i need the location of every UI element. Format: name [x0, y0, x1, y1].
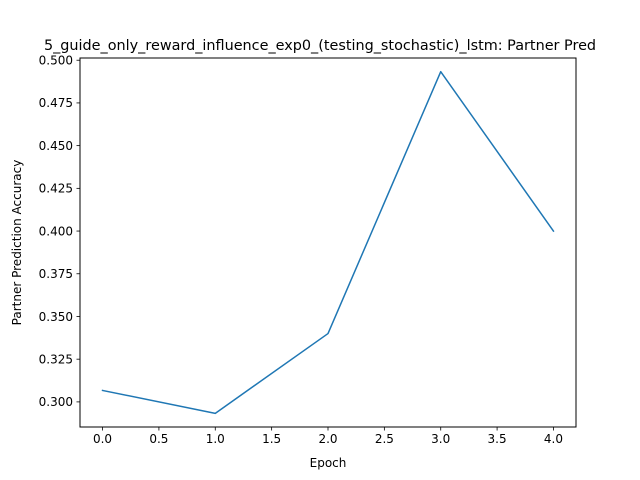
x-tick-label: 2.5 [375, 432, 394, 446]
x-tick-label: 2.0 [318, 432, 337, 446]
y-tick-label: 0.450 [39, 139, 73, 153]
y-tick-label: 0.425 [39, 182, 73, 196]
x-tick-label: 3.5 [488, 432, 507, 446]
x-tick-label: 1.0 [206, 432, 225, 446]
x-tick-label: 0.5 [149, 432, 168, 446]
x-axis: 0.0 0.5 1.0 1.5 2.0 2.5 3.0 3.5 4.0 [93, 427, 563, 446]
x-tick-label: 4.0 [544, 432, 563, 446]
x-axis-label: Epoch [310, 456, 347, 470]
y-tick-label: 0.325 [39, 352, 73, 366]
y-tick-label: 0.500 [39, 54, 73, 68]
y-axis: 0.300 0.325 0.350 0.375 0.400 0.425 0.450 0.475… [39, 54, 80, 409]
y-tick-label: 0.375 [39, 267, 73, 281]
y-tick-label: 0.300 [39, 395, 73, 409]
series-line [101, 70, 555, 415]
x-tick-label: 0.0 [93, 432, 112, 446]
y-axis-label: Partner Prediction Accuracy [10, 160, 24, 326]
x-tick-label: 3.0 [431, 432, 450, 446]
x-tick-label: 1.5 [262, 432, 281, 446]
y-tick-label: 0.400 [39, 224, 73, 238]
chart-title: 5_guide_only_reward_influence_exp0_(test… [44, 38, 596, 54]
y-tick-label: 0.475 [39, 96, 73, 110]
y-tick-label: 0.350 [39, 310, 73, 324]
